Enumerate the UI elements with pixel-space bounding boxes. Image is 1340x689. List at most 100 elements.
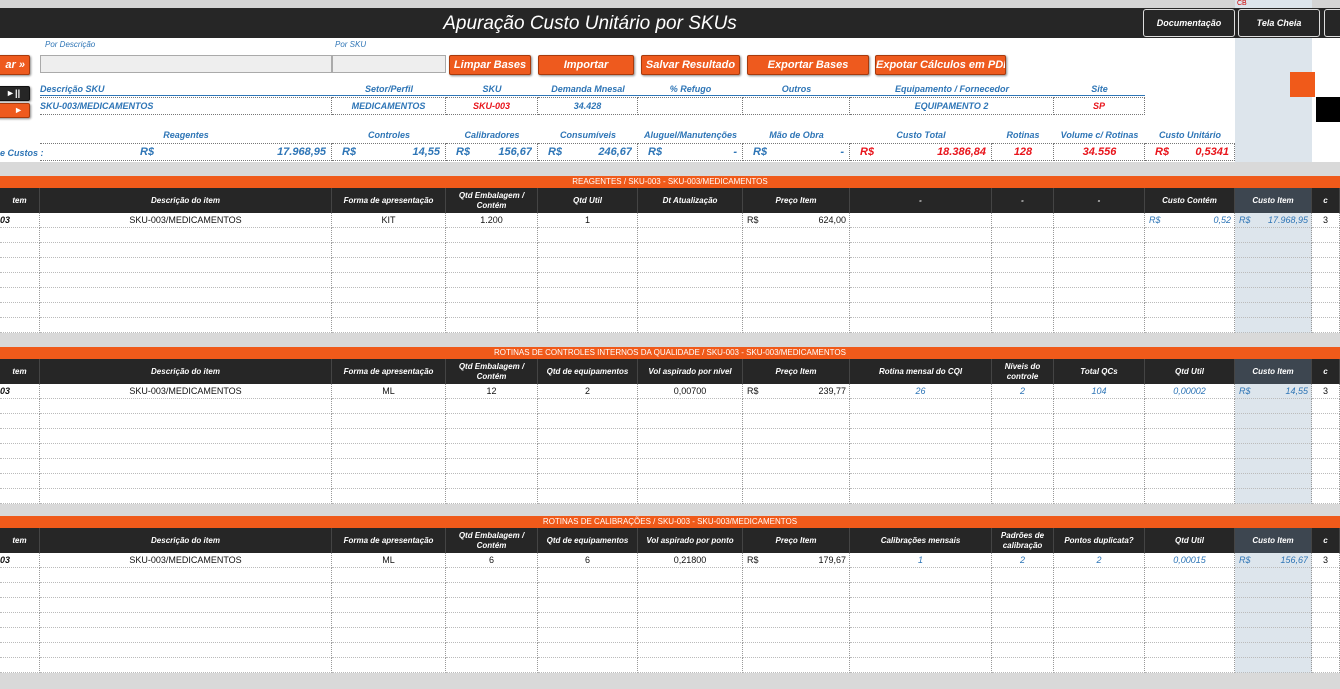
cost-currency: R$ xyxy=(860,146,875,158)
search-input[interactable] xyxy=(332,55,446,73)
exit-button[interactable] xyxy=(1324,9,1340,37)
table-cell xyxy=(1312,613,1340,628)
table-cell xyxy=(743,658,850,673)
field-label: Equipamento / Fornecedor xyxy=(850,84,1054,96)
table-cell xyxy=(1145,444,1235,459)
cost-label: Mão de Obra xyxy=(769,130,824,140)
column-header: tem xyxy=(0,188,40,213)
table-cell xyxy=(638,399,743,414)
column-header: Pontos duplicata? xyxy=(1054,528,1145,553)
table-cell xyxy=(332,474,446,489)
field-value: SP xyxy=(1054,97,1145,115)
table-cell xyxy=(1312,288,1340,303)
table-cell xyxy=(1145,613,1235,628)
action-button[interactable]: Limpar Bases xyxy=(449,55,531,75)
table-cell xyxy=(1235,643,1312,658)
play-pause-button[interactable]: ►|| xyxy=(0,86,30,101)
fullscreen-button[interactable]: Tela Cheia xyxy=(1238,9,1320,37)
action-button[interactable]: Expotar Cálculos em PDF xyxy=(875,55,1006,75)
table-cell xyxy=(40,318,332,333)
cell-currency: R$ xyxy=(1239,386,1251,396)
cost-value: 128 xyxy=(1013,146,1033,158)
cost-label: Rotinas xyxy=(1006,130,1040,140)
table-cell xyxy=(1235,273,1312,288)
table-cell xyxy=(1145,628,1235,643)
table-cell xyxy=(992,243,1054,258)
table-cell: KIT xyxy=(332,213,446,228)
table-cell: 104 xyxy=(1054,384,1145,399)
cost-label: Aluguel/Manutenções xyxy=(643,130,737,140)
cell-currency: R$ xyxy=(747,555,759,565)
documentation-button[interactable]: Documentação xyxy=(1143,9,1235,37)
costs-label: e Custos : xyxy=(0,148,44,158)
table-cell: 0,21800 xyxy=(638,553,743,568)
column-header: Descrição do item xyxy=(40,188,332,213)
column-header: c xyxy=(1312,528,1340,553)
table-cell xyxy=(1235,288,1312,303)
table-cell xyxy=(0,613,40,628)
table-cell xyxy=(850,273,992,288)
cost-value: 18.386,84 xyxy=(937,146,986,158)
table-cell xyxy=(850,258,992,273)
column-header: Níveis do controle xyxy=(992,359,1054,384)
table-cell xyxy=(1312,583,1340,598)
table-cell xyxy=(40,444,332,459)
separator xyxy=(0,162,1340,176)
table-cell xyxy=(1312,444,1340,459)
separator xyxy=(0,504,1340,516)
title-bar xyxy=(0,8,1340,38)
table-cell xyxy=(1054,414,1145,429)
action-button[interactable]: Exportar Bases xyxy=(747,55,869,75)
play-button[interactable]: ► xyxy=(0,103,30,118)
cost-currency: R$ xyxy=(140,146,155,158)
table-cell xyxy=(1054,429,1145,444)
table-cell xyxy=(638,414,743,429)
table-cell xyxy=(40,628,332,643)
table-cell: 0,00700 xyxy=(638,384,743,399)
action-button[interactable]: Salvar Resultado xyxy=(641,55,740,75)
table-cell xyxy=(40,414,332,429)
table-cell xyxy=(638,568,743,583)
search-input[interactable] xyxy=(40,55,332,73)
cost-cell xyxy=(850,143,992,161)
table-cell xyxy=(992,598,1054,613)
cost-cell xyxy=(332,143,446,161)
table-cell xyxy=(992,258,1054,273)
table-cell xyxy=(638,303,743,318)
column-header: Total QCs xyxy=(1054,359,1145,384)
table-cell xyxy=(538,598,638,613)
table-cell xyxy=(850,318,992,333)
table-cell xyxy=(332,228,446,243)
table-cell xyxy=(1054,243,1145,258)
column-header: Preço Item xyxy=(743,188,850,213)
table-cell xyxy=(638,643,743,658)
table-cell xyxy=(743,598,850,613)
search-button[interactable]: ar » xyxy=(0,55,30,75)
table-cell xyxy=(332,258,446,273)
table-cell xyxy=(1235,213,1312,228)
cost-value: 246,67 xyxy=(598,146,632,158)
table-cell xyxy=(0,583,40,598)
table-cell xyxy=(332,459,446,474)
action-button[interactable]: Importar xyxy=(538,55,634,75)
cell-currency: R$ xyxy=(747,215,759,225)
table-cell xyxy=(638,228,743,243)
table-cell xyxy=(332,598,446,613)
corner-label: CB xyxy=(1237,0,1247,7)
table-cell xyxy=(332,318,446,333)
column-header: Vol aspirado por ponto xyxy=(638,528,743,553)
table-cell xyxy=(446,583,538,598)
table-cell xyxy=(743,459,850,474)
table-cell xyxy=(538,628,638,643)
table-cell xyxy=(446,288,538,303)
table-cell xyxy=(1054,628,1145,643)
table-cell xyxy=(1235,429,1312,444)
table-cell xyxy=(850,213,992,228)
black-block xyxy=(1316,97,1340,122)
table-cell xyxy=(743,414,850,429)
table-cell xyxy=(0,643,40,658)
table-cell xyxy=(40,399,332,414)
table-cell xyxy=(538,273,638,288)
table-cell xyxy=(0,429,40,444)
table-cell xyxy=(1312,399,1340,414)
